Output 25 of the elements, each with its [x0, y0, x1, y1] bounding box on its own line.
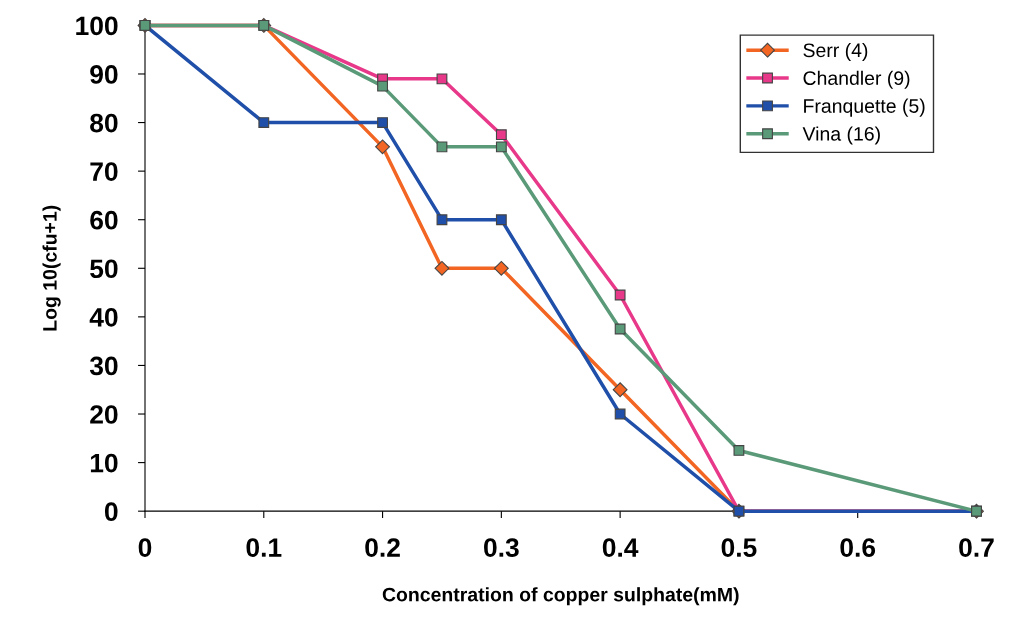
y-tick-label: 30 — [89, 356, 118, 376]
x-tick-label: 0.3 — [484, 538, 519, 557]
y-tick-label: 90 — [90, 65, 118, 84]
y-tick-label: 50 — [90, 259, 118, 279]
y-tick-label: 70 — [90, 162, 118, 181]
x-tick-label: 0.1 — [246, 538, 282, 557]
y-tick-label: 80 — [90, 113, 118, 133]
x-tick-label: 0.4 — [602, 538, 639, 557]
x-tick-label: 0.6 — [840, 538, 876, 557]
x-tick-label: 0.7 — [959, 538, 994, 557]
legend-label: Chandler (9) — [803, 70, 910, 89]
x-axis-title: Concentration of copper sulphate(mM) — [382, 587, 739, 606]
y-tick-label: 40 — [89, 308, 118, 327]
x-tick-label: 0.5 — [721, 538, 757, 557]
y-axis-title: Log 10(cfu+1) — [42, 205, 61, 331]
x-tick-label: 0.2 — [365, 538, 400, 557]
legend-label: Vina (16) — [802, 126, 880, 145]
y-tick-label: 20 — [90, 405, 118, 424]
legend-label: Serr (4) — [803, 42, 868, 62]
y-tick-label: 60 — [90, 210, 118, 230]
y-tick-label: 0 — [104, 502, 118, 521]
y-tick-label: 100 — [76, 16, 118, 36]
x-tick-label: 0 — [138, 538, 152, 557]
y-tick-label: 10 — [90, 453, 118, 473]
legend-label: Franquette (5) — [804, 98, 925, 117]
